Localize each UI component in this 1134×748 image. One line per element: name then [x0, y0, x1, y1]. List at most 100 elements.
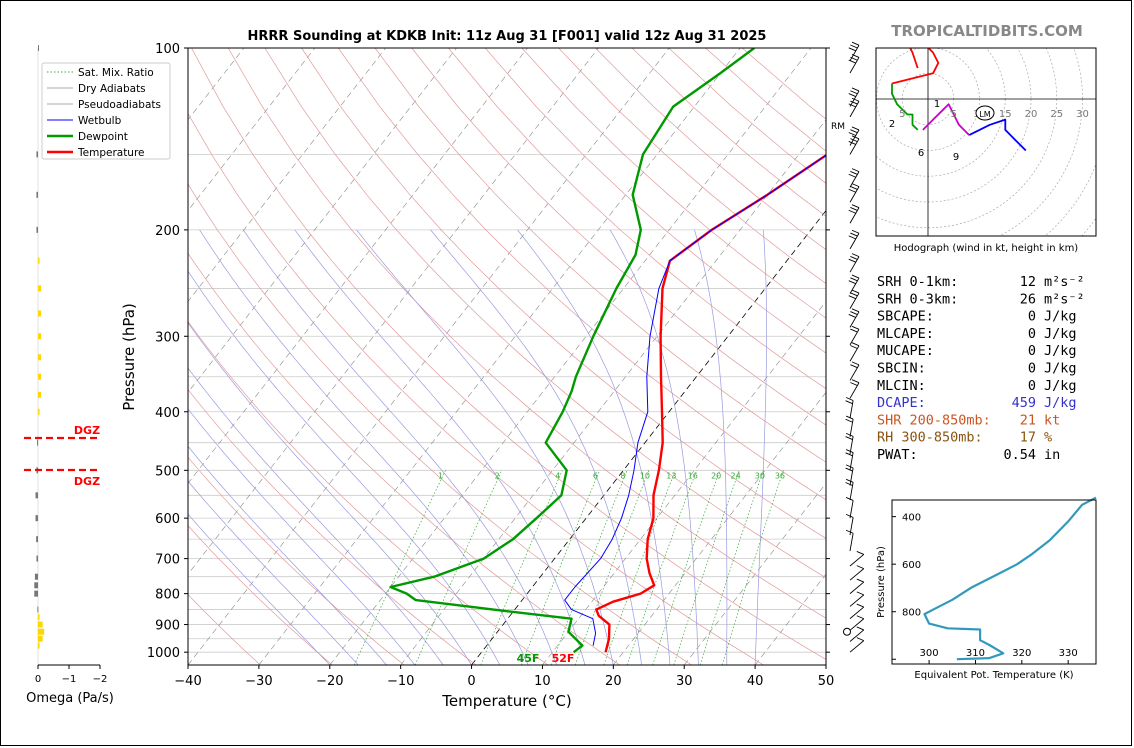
barb-flag [856, 637, 864, 642]
omega-bar [37, 439, 39, 446]
index-value: 0.54 [1003, 447, 1036, 463]
index-unit: J/kg [1044, 361, 1077, 377]
skewt-curves [389, 48, 826, 654]
hodograph-rings [876, 48, 1096, 236]
barb-flag [845, 467, 853, 472]
index-unit: kt [1044, 412, 1060, 428]
index-unit: m²s⁻² [1044, 291, 1085, 307]
index-label: SBCAPE: [877, 309, 934, 325]
hodograph-box [875, 47, 1097, 237]
index-label: SBCIN: [877, 361, 926, 377]
dry-adiabat [301, 48, 826, 539]
dry-adiabat [264, 48, 826, 579]
hodograph-curves [891, 48, 1027, 152]
pressure-tick-label: 500 [155, 464, 180, 479]
profile-dewpoint [389, 48, 756, 654]
barb-flag [851, 183, 860, 188]
dry-adiabat [411, 48, 826, 426]
omega-bar [38, 354, 42, 361]
index-unit: J/kg [1044, 309, 1077, 325]
barb-flag [845, 432, 854, 437]
pseudoadiabat [188, 513, 331, 665]
barb-flag [845, 452, 853, 457]
barb-flag [851, 229, 860, 234]
barb-staff [849, 594, 865, 607]
barb-staff [849, 618, 865, 631]
index-label: SRH 0-3km: [877, 291, 958, 307]
wind-barb [848, 229, 860, 250]
barb-staff [849, 256, 860, 273]
hodograph-segment [891, 48, 940, 85]
barb-flag [845, 449, 854, 454]
theta-e-ytick-label: 400 [902, 513, 921, 524]
wind-barb [845, 529, 854, 552]
barb-flag [851, 168, 860, 173]
barb-flag [850, 311, 858, 316]
omega-bar [38, 614, 40, 621]
mixing-ratio-line [550, 470, 628, 665]
hodograph-caption: Hodograph (wind in kt, height in km) [894, 243, 1079, 254]
isotherm [258, 48, 741, 665]
dry-adiabat [188, 112, 764, 665]
barb-flag [856, 578, 864, 583]
mixing-ratio-label: 30 [755, 472, 765, 481]
y-axis-label: Pressure (hPa) [120, 303, 138, 411]
dry-adiabat [188, 594, 261, 665]
mixing-ratio-label: 13 [666, 472, 676, 481]
barb-staff [849, 533, 854, 552]
barb-flag [845, 482, 853, 486]
index-label: MLCIN: [877, 378, 926, 394]
theta-e-xtick-label: 330 [1059, 648, 1078, 659]
wind-barb [849, 626, 865, 642]
omega-bar [36, 191, 38, 198]
hodograph-segment [968, 118, 1027, 152]
barb-staff [849, 311, 860, 328]
legend-entry: Sat. Mix. Ratio [78, 67, 154, 79]
omega-bar [38, 628, 45, 635]
index-value: 459 [1012, 395, 1036, 411]
barb-flag [856, 565, 864, 570]
barb-flag [850, 129, 858, 134]
barb-flag [848, 59, 856, 64]
hodograph-height-label: 9 [953, 152, 959, 163]
wind-barb [845, 415, 854, 437]
barb-flag [845, 418, 853, 423]
barb-flag [856, 626, 864, 631]
pseudoadiabat [188, 480, 359, 665]
omega-bar [34, 582, 38, 589]
pressure-tick-label: 1000 [147, 646, 180, 661]
barb-flag [850, 44, 858, 49]
barb-staff [849, 57, 860, 74]
wind-barb [849, 551, 865, 567]
pseudoadiabat [188, 445, 387, 665]
barb-staff [849, 629, 865, 642]
wind-barb [848, 253, 860, 273]
pseudoadiabat [199, 229, 529, 665]
theta-e-xtick-label: 320 [1012, 648, 1031, 659]
omega-tick-label: 0 [35, 674, 41, 685]
legend-entry: Pseudoadiabats [78, 99, 161, 111]
wind-barb [845, 478, 854, 501]
barb-flag [848, 173, 856, 178]
theta-e-xlabel: Equivalent Pot. Temperature (K) [914, 670, 1073, 681]
barb-flag [851, 253, 860, 258]
storm-motion-marker [975, 105, 995, 121]
omega-bar [36, 151, 38, 158]
index-unit: J/kg [1044, 326, 1077, 342]
barb-flag [856, 603, 864, 608]
theta-e-ytick-label: 800 [902, 608, 921, 619]
barb-staff [849, 364, 860, 381]
pseudoadiabat [754, 229, 767, 665]
wind-barb [849, 615, 865, 631]
legend-entry: Dry Adiabats [78, 83, 146, 95]
barb-staff [849, 382, 860, 399]
profile-wetbulb [564, 154, 826, 646]
isotherm [188, 48, 528, 484]
temperature-tick-label: −40 [174, 674, 201, 689]
temperature-tick-label: 10 [534, 674, 551, 689]
temperature-tick-label: 50 [818, 674, 835, 689]
dry-adiabat [188, 252, 621, 665]
theta-e-xtick-label: 300 [920, 648, 939, 659]
mixing-ratio-label: 8 [620, 472, 625, 481]
omega-bar [38, 635, 43, 642]
